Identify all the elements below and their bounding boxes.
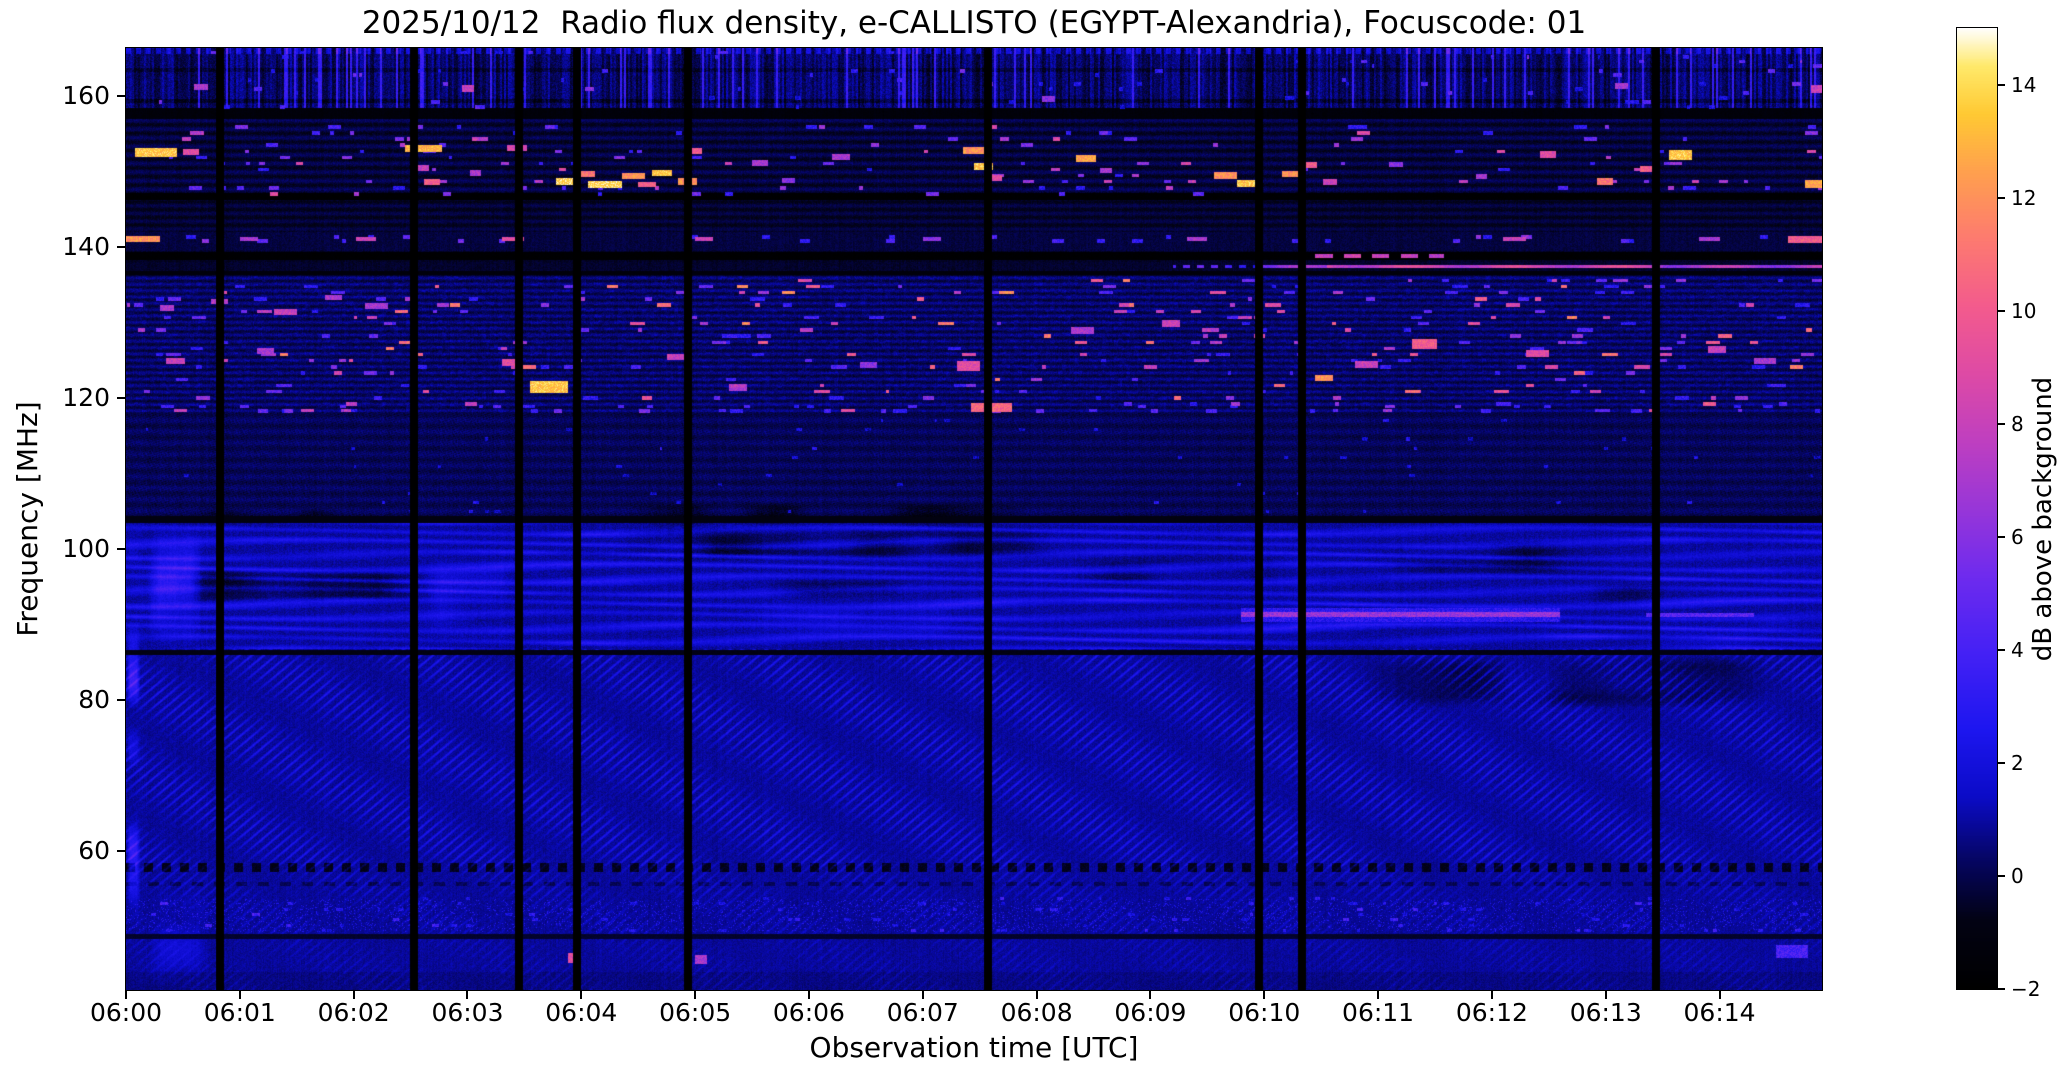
colorbar-tick-label: 12 [2011, 185, 2037, 210]
colorbar [1956, 27, 1998, 990]
y-tick-label: 80 [78, 685, 110, 715]
x-tick-label: 06:13 [1569, 998, 1642, 1027]
colorbar-tick-mark [1997, 535, 2005, 538]
x-tick-label: 06:03 [431, 998, 504, 1027]
x-tick-label: 06:04 [545, 998, 618, 1027]
colorbar-tick-mark [1997, 83, 2005, 86]
y-axis-label: Frequency [MHz] [11, 401, 44, 637]
y-tick-label: 140 [62, 232, 110, 262]
colorbar-tick-label: 2 [2011, 750, 2024, 775]
x-tick-label: 06:11 [1342, 998, 1415, 1027]
x-tick-mark [1377, 991, 1380, 999]
y-tick-mark [117, 246, 125, 249]
plot-area [125, 47, 1823, 991]
x-tick-mark [1718, 991, 1721, 999]
spectrogram-canvas [126, 48, 1822, 990]
colorbar-tick-mark [1997, 988, 2005, 990]
x-tick-label: 06:01 [203, 998, 276, 1027]
y-tick-label: 100 [62, 534, 110, 564]
y-tick-label: 60 [78, 836, 110, 866]
x-tick-label: 06:08 [1000, 998, 1073, 1027]
x-tick-mark [1263, 991, 1266, 999]
colorbar-tick-mark [1997, 874, 2005, 877]
colorbar-tick-label: 4 [2011, 637, 2024, 662]
colorbar-tick-label: −2 [2011, 977, 2041, 1001]
y-tick-mark [117, 850, 125, 853]
y-tick-label: 160 [62, 81, 110, 111]
x-tick-label: 06:06 [772, 998, 845, 1027]
x-tick-mark [694, 991, 697, 999]
x-tick-label: 06:00 [89, 998, 163, 1027]
x-tick-mark [1035, 991, 1038, 999]
colorbar-tick-label: 6 [2011, 524, 2024, 549]
colorbar-tick-label: 10 [2011, 298, 2037, 323]
y-tick-label: 120 [62, 383, 110, 413]
colorbar-tick-mark [1997, 422, 2005, 425]
chart-title: 2025/10/12 Radio flux density, e-CALLIST… [361, 5, 1587, 41]
x-tick-mark [125, 991, 127, 999]
colorbar-tick-mark [1997, 761, 2005, 764]
x-tick-label: 06:09 [1114, 998, 1187, 1027]
colorbar-tick-mark [1997, 196, 2005, 199]
x-tick-mark [466, 991, 469, 999]
x-tick-label: 06:12 [1455, 998, 1528, 1027]
colorbar-tick-label: 14 [2011, 72, 2037, 97]
colorbar-tick-mark [1997, 648, 2005, 651]
colorbar-canvas [1957, 28, 1997, 989]
x-axis-label: Observation time [UTC] [809, 1031, 1139, 1064]
colorbar-tick-mark [1997, 309, 2005, 312]
x-tick-label: 06:02 [317, 998, 390, 1027]
x-tick-mark [238, 991, 241, 999]
x-tick-mark [1604, 991, 1607, 999]
x-tick-label: 06:10 [1228, 998, 1301, 1027]
x-tick-mark [1149, 991, 1152, 999]
x-tick-label: 06:05 [659, 998, 732, 1027]
colorbar-tick-label: 8 [2011, 411, 2024, 436]
colorbar-tick-label: 0 [2011, 863, 2024, 888]
y-tick-mark [117, 397, 125, 400]
colorbar-label: dB above background [2028, 376, 2058, 662]
x-tick-label: 06:07 [886, 998, 959, 1027]
y-tick-mark [117, 699, 125, 702]
x-tick-label: 06:14 [1683, 998, 1756, 1027]
x-tick-mark [1490, 991, 1493, 999]
y-tick-mark [117, 548, 125, 551]
x-tick-mark [352, 991, 355, 999]
x-tick-mark [580, 991, 583, 999]
y-tick-mark [117, 95, 125, 98]
x-tick-mark [807, 991, 810, 999]
x-tick-mark [921, 991, 924, 999]
